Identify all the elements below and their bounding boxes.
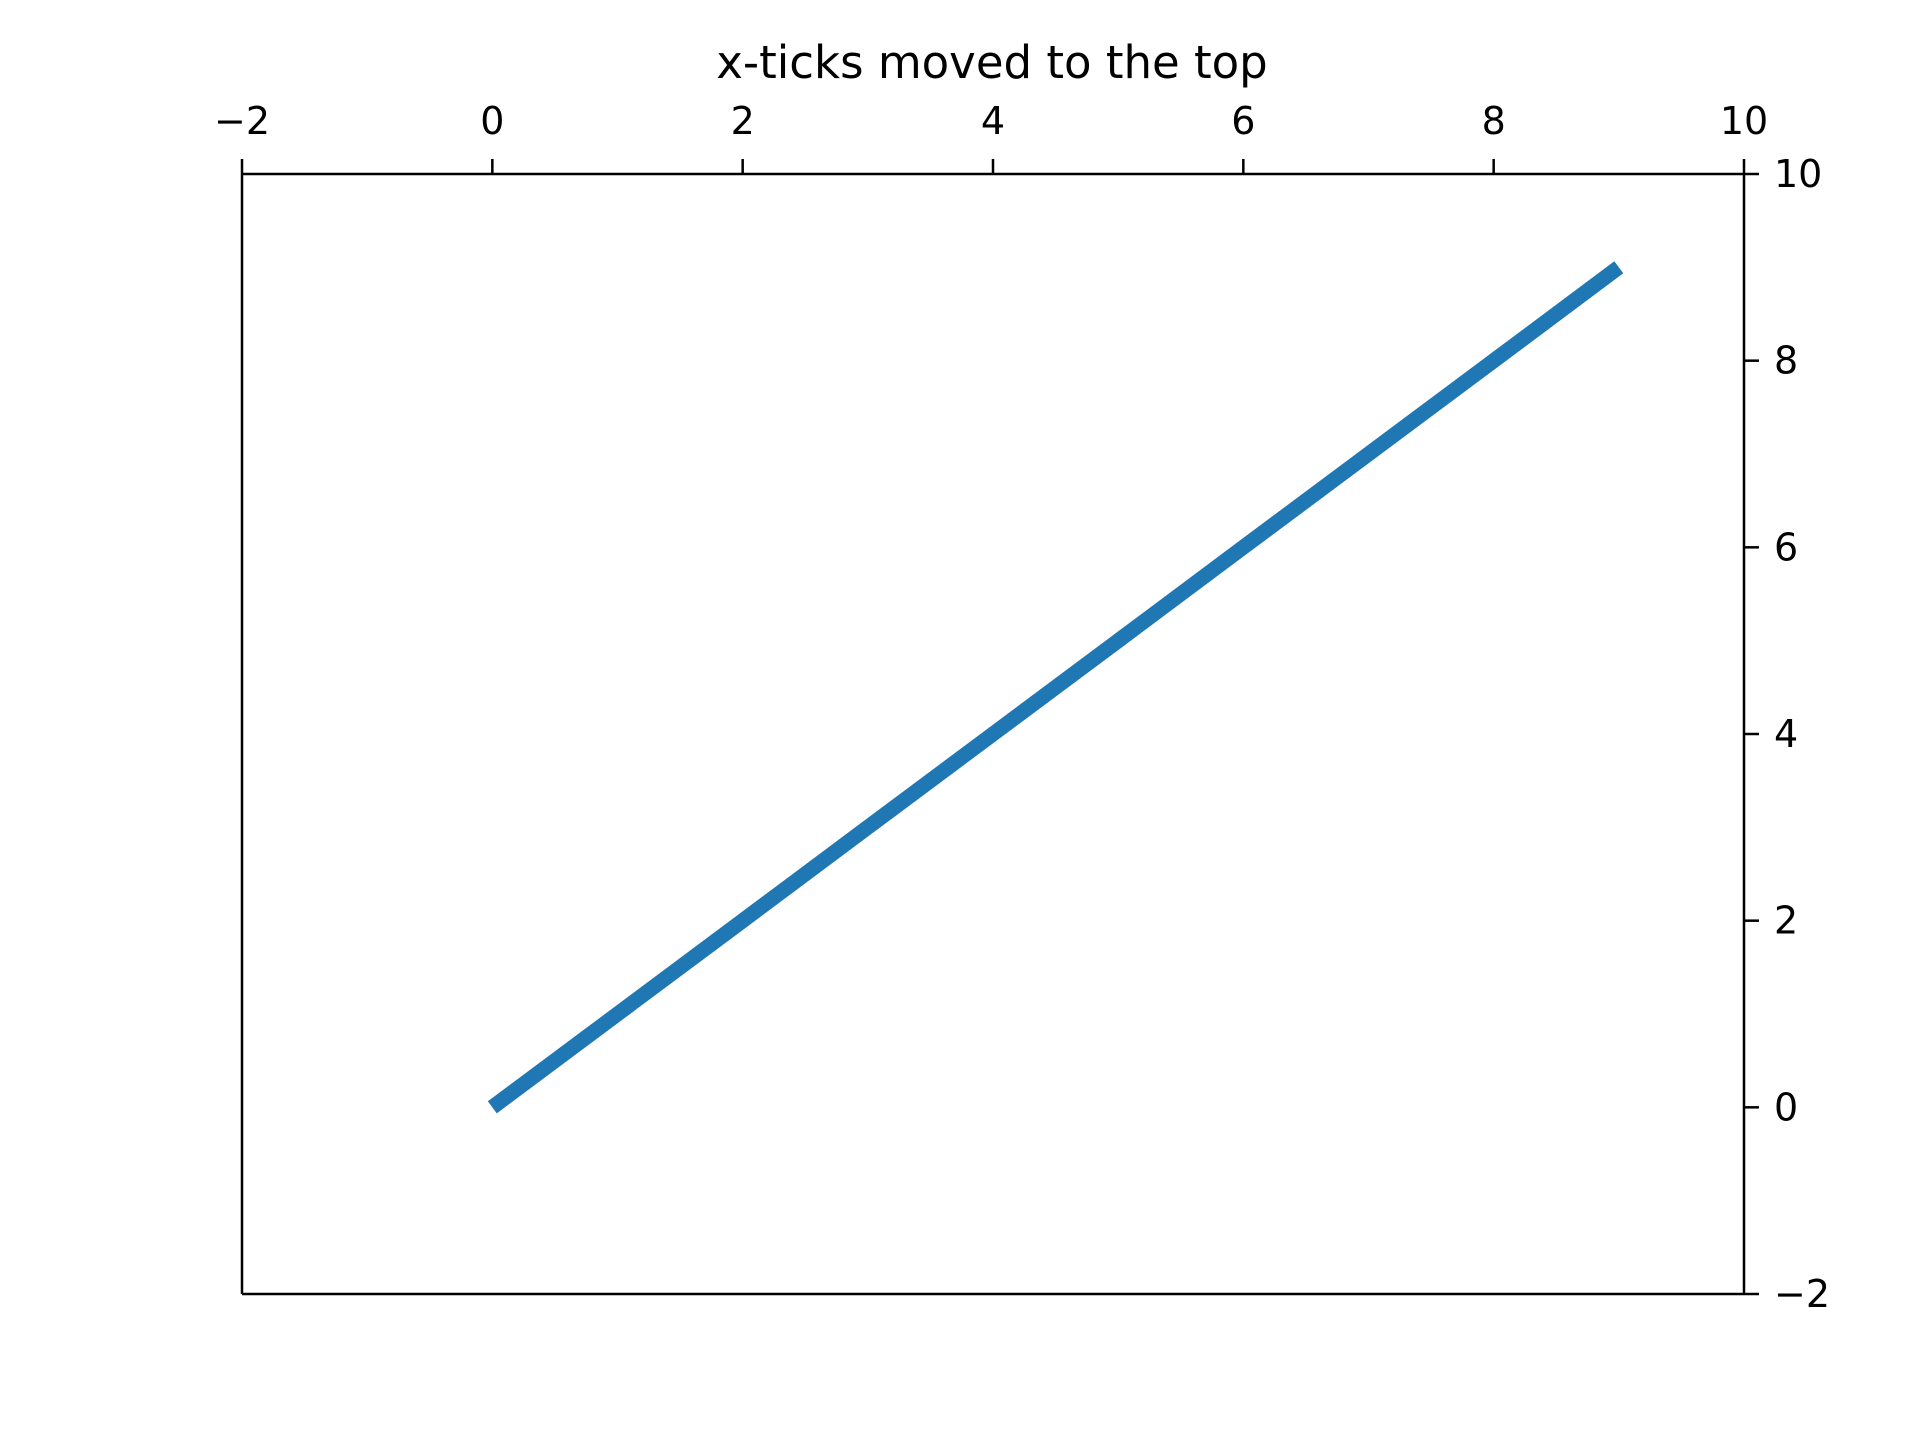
y-tick-label: 6 [1774, 525, 1798, 569]
x-tick-label: 6 [1231, 99, 1255, 143]
y-tick-label: 2 [1774, 899, 1798, 943]
x-tick-label: 10 [1720, 99, 1768, 143]
x-tick-label: 8 [1482, 99, 1506, 143]
x-axis-top: −2 0 2 4 6 8 10 [214, 99, 1768, 174]
y-tick-label: 8 [1774, 339, 1798, 383]
y-tick-label: −2 [1774, 1272, 1830, 1316]
x-tick-label: 4 [981, 99, 1005, 143]
y-tick-label: 10 [1774, 152, 1822, 196]
y-axis-right: −2 0 2 4 6 8 10 [1744, 152, 1830, 1316]
x-tick-label: −2 [214, 99, 270, 143]
x-tick-label: 2 [731, 99, 755, 143]
series-layer [487, 261, 1624, 1114]
series-line [487, 261, 1624, 1114]
y-tick-label: 0 [1774, 1085, 1798, 1129]
chart-title: x-ticks moved to the top [716, 36, 1268, 89]
y-tick-label: 4 [1774, 712, 1798, 756]
x-tick-label: 0 [480, 99, 504, 143]
